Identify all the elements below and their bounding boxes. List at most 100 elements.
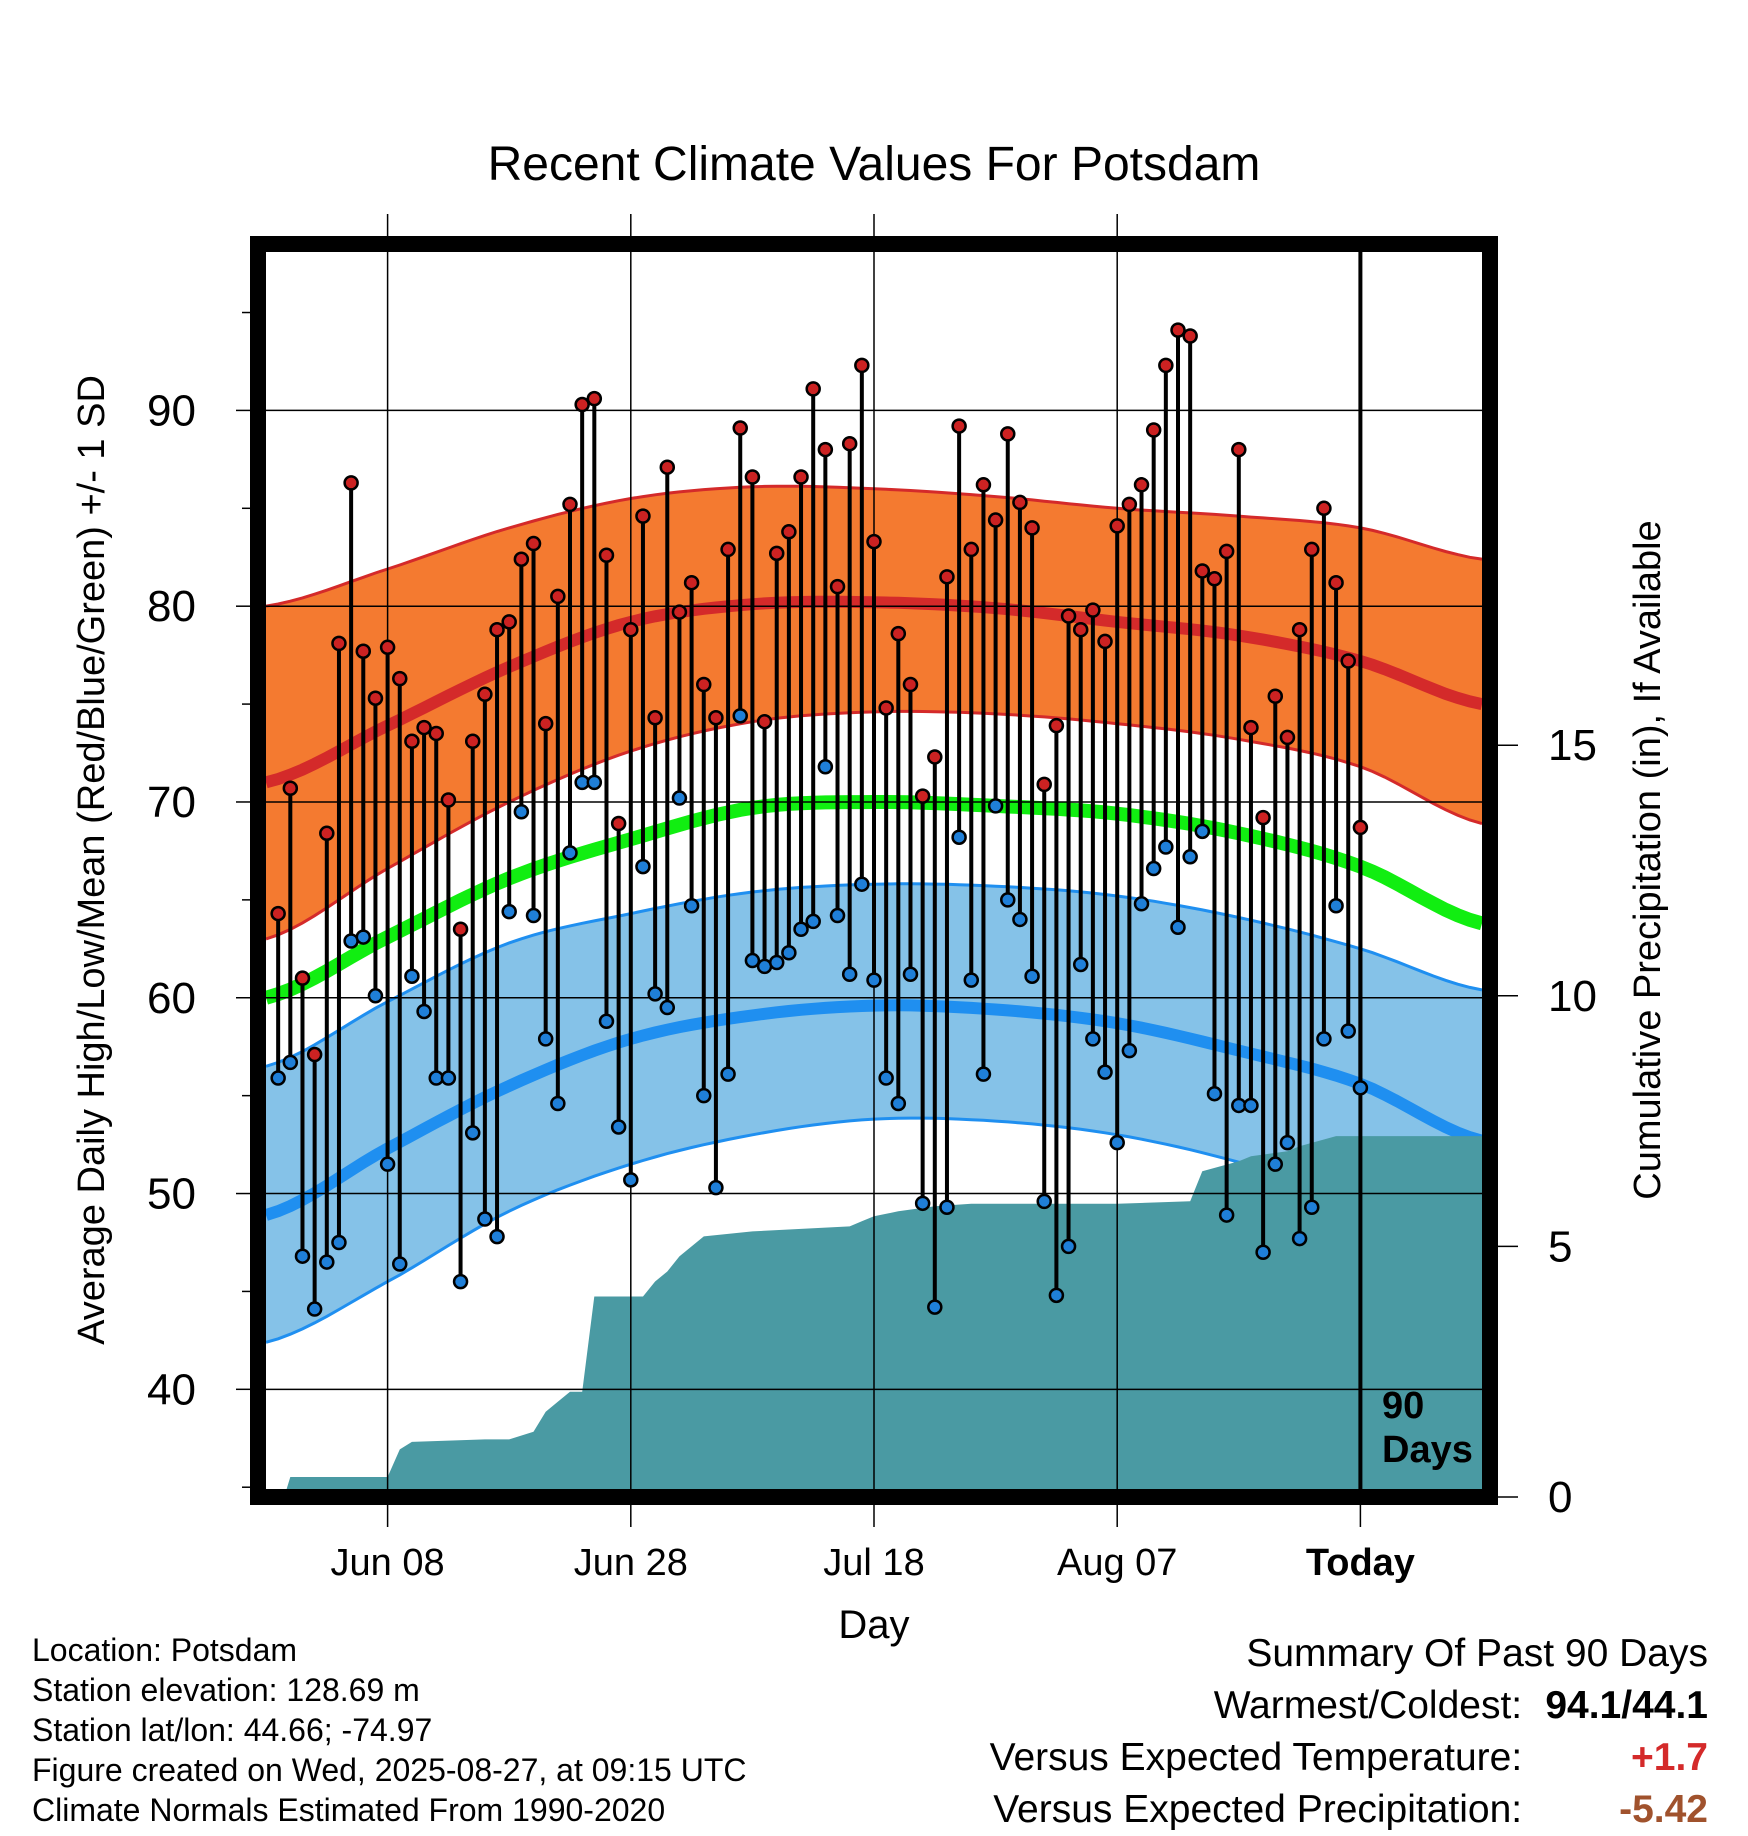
obs-high-point (1000, 426, 1016, 442)
obs-high-point (647, 710, 663, 726)
obs-high-point (1279, 729, 1296, 746)
y-tick-label: 40 (147, 1365, 196, 1414)
obs-high-point (939, 569, 955, 585)
obs-high-point (464, 733, 481, 750)
obs-high-point (440, 792, 457, 808)
obs-high-point (1255, 809, 1271, 826)
summary-warm-cold-row: Warmest/Coldest: 94.1/44.1 (990, 1680, 1708, 1732)
obs-low-point (1352, 1080, 1369, 1096)
obs-high-point (1085, 602, 1101, 618)
summary-panel: Summary Of Past 90 Days Warmest/Coldest:… (990, 1628, 1708, 1836)
precip-area-layer (286, 1136, 1482, 1489)
obs-high-point (428, 725, 444, 742)
temp-label: Versus Expected Temperature: (989, 1736, 1523, 1779)
obs-high-point (1097, 633, 1113, 650)
obs-low-point (1316, 1031, 1332, 1047)
precip-area (286, 1136, 1482, 1489)
normals-text: Climate Normals Estimated From 1990-2020 (32, 1792, 666, 1828)
obs-low-point (464, 1125, 481, 1141)
obs-high-point (720, 541, 736, 558)
obs-low-point (1097, 1064, 1113, 1080)
summary-title: Summary Of Past 90 Days (1246, 1632, 1708, 1675)
obs-high-point (1194, 563, 1211, 579)
location-text: Location: Potsdam (32, 1632, 298, 1668)
plot-frame (250, 236, 1498, 1505)
obs-low-point (732, 708, 748, 724)
today-days-label: Days (1382, 1429, 1473, 1471)
obs-low-point (1085, 1031, 1101, 1047)
obs-high-point (1170, 322, 1186, 338)
obs-low-point (282, 1054, 299, 1071)
obs-low-point (866, 972, 882, 988)
summary-temp-row: Versus Expected Temperature: +1.7 (990, 1732, 1708, 1784)
obs-low-point (489, 1228, 505, 1245)
latlon-text: Station lat/lon: 44.66; -74.97 (32, 1712, 433, 1748)
y-tick-label: 50 (147, 1170, 196, 1219)
obs-high-point (732, 420, 748, 436)
obs-high-point (768, 545, 785, 562)
obs-low-point (805, 913, 821, 930)
obs-low-point (708, 1179, 724, 1196)
obs-low-point (793, 921, 809, 937)
obs-low-point (610, 1119, 627, 1135)
obs-low-point (513, 804, 530, 820)
x-tick-label: Jun 08 (331, 1542, 445, 1584)
obs-high-point (501, 614, 517, 630)
obs-high-point (1012, 494, 1028, 511)
obs-high-point (817, 441, 834, 458)
obs-high-point (914, 788, 931, 804)
obs-high-point (890, 625, 907, 642)
obs-high-point (866, 533, 882, 550)
obs-low-point (781, 944, 797, 961)
obs-low-point (1036, 1193, 1052, 1210)
obs-low-point (720, 1066, 736, 1082)
obs-high-point (562, 496, 578, 513)
obs-low-point (696, 1087, 712, 1104)
obs-high-point (841, 435, 858, 452)
obs-low-point (404, 968, 420, 984)
warm-cold-label: Warmest/Coldest: (1213, 1684, 1523, 1727)
obs-high-point (696, 676, 712, 693)
obs-low-point (562, 845, 578, 861)
obs-high-point (1158, 357, 1174, 374)
obs-high-point (902, 676, 919, 693)
obs-low-point (1109, 1134, 1125, 1151)
precip-label: Versus Expected Precipitation: (993, 1788, 1523, 1831)
obs-high-point (392, 670, 408, 687)
obs-low-point (1158, 839, 1174, 855)
obs-high-point (1072, 621, 1089, 638)
obs-high-point (1060, 608, 1077, 624)
obs-low-point (270, 1070, 286, 1086)
obs-high-point (416, 719, 432, 736)
obs-high-point (513, 551, 530, 567)
obs-high-point (829, 578, 846, 595)
obs-high-point (1182, 328, 1198, 344)
y-tick-label: 60 (147, 974, 196, 1023)
obs-low-point (1000, 892, 1016, 908)
y2-tick-label: 0 (1548, 1473, 1572, 1522)
obs-low-point (1182, 849, 1198, 865)
obs-high-point (1121, 496, 1138, 513)
obs-high-point (355, 643, 372, 659)
obs-high-point (781, 524, 797, 540)
obs-low-point (294, 1248, 311, 1264)
obs-high-point (1352, 819, 1369, 836)
obs-low-point (987, 798, 1004, 814)
obs-low-point (525, 907, 542, 924)
x-tick-label: Jun 28 (574, 1542, 688, 1584)
obs-high-point (1340, 653, 1356, 669)
obs-low-point (452, 1273, 469, 1290)
observations-layer (270, 322, 1369, 1317)
obs-low-point (1145, 860, 1162, 877)
obs-low-point (890, 1095, 907, 1112)
obs-low-point (319, 1254, 335, 1270)
obs-low-point (854, 876, 870, 892)
station-info: Location: Potsdam Station elevation: 128… (32, 1630, 746, 1830)
obs-low-point (1133, 896, 1150, 912)
obs-high-point (1024, 520, 1040, 536)
y2-tick-label: 5 (1548, 1222, 1572, 1271)
obs-high-point (708, 710, 724, 726)
obs-low-point (1255, 1244, 1271, 1261)
obs-low-point (1328, 897, 1344, 914)
